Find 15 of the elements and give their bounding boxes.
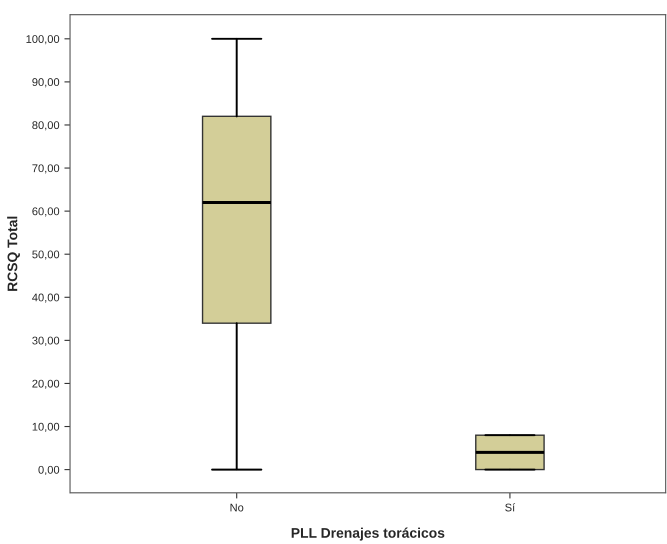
y-tick-label: 100,00: [26, 35, 60, 44]
x-axis-title: PLL Drenajes torácicos: [292, 528, 444, 541]
y-tick-label: 30,00: [32, 336, 60, 346]
y-axis-title: RCSQ Total: [7, 216, 20, 291]
y-tick-label: 40,00: [32, 294, 60, 303]
y-tick-label: 70,00: [32, 164, 60, 174]
x-tick-label: No: [230, 504, 244, 512]
x-tick-label: Sí: [505, 503, 516, 512]
y-tick-label: 60,00: [32, 207, 60, 217]
y-tick-label: 80,00: [32, 121, 60, 130]
y-tick-label: 50,00: [32, 250, 60, 260]
y-tick-label: 0,00: [38, 466, 60, 476]
y-tick-label: 10,00: [32, 422, 60, 432]
y-tick-label: 20,00: [32, 380, 60, 389]
y-tick-label: 90,00: [32, 78, 60, 88]
